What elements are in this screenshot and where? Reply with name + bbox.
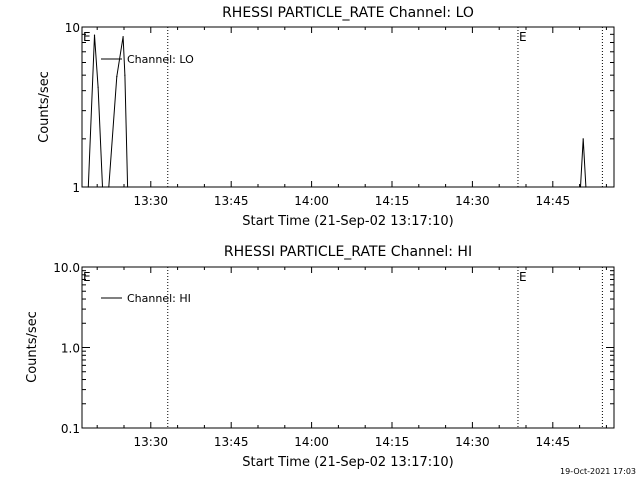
x-tick-label: 14:45 — [536, 435, 571, 449]
x-tick-label: 14:15 — [375, 194, 410, 208]
y-tick-label: 1.0 — [61, 342, 80, 356]
legend-label: Channel: LO — [127, 53, 194, 66]
data-point — [585, 186, 587, 188]
event-marker-label: E — [519, 270, 527, 284]
data-point — [87, 186, 89, 188]
x-tick-label: 14:00 — [294, 435, 329, 449]
x-tick-label: 13:45 — [214, 194, 249, 208]
start-marker-label: E — [83, 30, 91, 44]
x-tick-label: 14:30 — [455, 194, 490, 208]
x-tick-label: 14:30 — [455, 435, 490, 449]
x-axis-label: Start Time (21-Sep-02 13:17:10) — [242, 214, 453, 229]
data-point — [93, 34, 96, 36]
x-tick-label: 13:45 — [214, 435, 249, 449]
data-point — [582, 138, 584, 140]
plot-panel-hi: RHESSI PARTICLE_RATE Channel: HI 13:30 13:… — [25, 244, 615, 470]
plot-panel-lo: RHESSI PARTICLE_RATE Channel: LO 13:30 13:… — [37, 5, 615, 229]
y-tick-label: 10 — [65, 21, 80, 35]
y-tick-label: 0.1 — [61, 422, 80, 436]
x-tick-label: 13:30 — [133, 194, 168, 208]
data-point — [116, 75, 118, 78]
data-point — [97, 86, 99, 88]
start-marker-label: E — [83, 270, 91, 284]
plot-frame — [81, 26, 615, 188]
x-tick-label: 14:00 — [294, 194, 329, 208]
x-axis-label: Start Time (21-Sep-02 13:17:10) — [242, 455, 453, 470]
y-tick-label: 10.0 — [53, 261, 80, 275]
legend-label: Channel: HI — [127, 292, 191, 305]
data-point — [124, 74, 126, 76]
x-tick-label: 14:15 — [375, 435, 410, 449]
footer-timestamp: 19-Oct-2021 17:03 — [560, 467, 636, 476]
x-tick-label: 14:45 — [536, 194, 571, 208]
y-tick-label: 1 — [72, 181, 80, 195]
y-axis-label: Counts/sec — [25, 311, 40, 383]
data-point — [101, 186, 104, 188]
x-tick-label: 13:30 — [133, 435, 168, 449]
data-point — [126, 186, 129, 188]
chart-title: RHESSI PARTICLE_RATE Channel: HI — [224, 244, 472, 260]
event-marker-label: E — [519, 30, 527, 44]
y-axis-label: Counts/sec — [37, 71, 52, 143]
data-point — [579, 186, 582, 188]
data-point — [108, 186, 110, 188]
chart-title: RHESSI PARTICLE_RATE Channel: LO — [222, 5, 474, 21]
data-point — [122, 36, 124, 38]
series-line — [87, 35, 587, 188]
